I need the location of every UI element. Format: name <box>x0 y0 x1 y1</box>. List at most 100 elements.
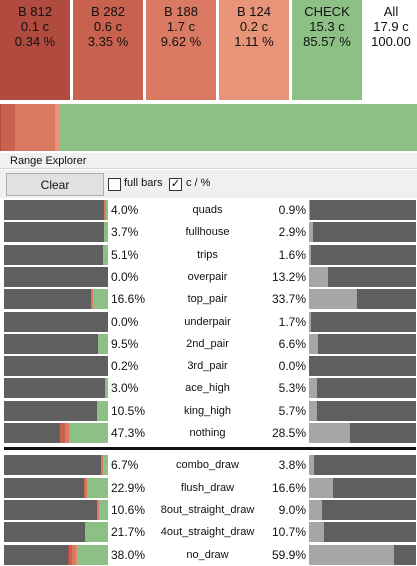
action-tile-b-124[interactable]: B 124 0.2 c 1.11 % <box>219 0 289 100</box>
frequency-bar <box>309 289 416 310</box>
category-label: ace_high <box>185 382 230 395</box>
full-bars-checkbox[interactable] <box>108 178 121 191</box>
range-explorer-rows: 4.0% quads 0.9% 3.7% fullhouse 2.9% 5.1% trips 1… <box>0 199 417 566</box>
frequency-bar-fill <box>309 333 319 354</box>
strategy-bar-segment <box>93 289 108 310</box>
frequency-bar-fill <box>309 522 325 543</box>
range-row-4out-straight-draw[interactable]: 21.7% 4out_straight_draw 10.7% <box>0 521 417 543</box>
range-row-overpair[interactable]: 0.0% overpair 13.2% <box>0 266 417 288</box>
action-label: B 812 <box>18 4 52 19</box>
cpct-checkbox[interactable]: ✓ <box>169 178 182 191</box>
action-label: All <box>383 4 399 19</box>
share-percent: 10.5% <box>111 403 146 418</box>
clear-button[interactable]: Clear <box>6 173 104 196</box>
action-tile-check[interactable]: CHECK 15.3 c 85.57 % <box>292 0 362 100</box>
strategy-bar-segment <box>98 499 100 520</box>
category-label: 2nd_pair <box>186 337 229 350</box>
frequency-bar-fill <box>309 378 317 399</box>
range-explorer-toolbar: Clear full bars ✓ c / % <box>0 170 417 198</box>
action-label: B 188 <box>164 4 198 19</box>
range-explorer-header: Range Explorer <box>0 153 417 169</box>
range-row-flush-draw[interactable]: 22.9% flush_draw 16.6% <box>0 477 417 499</box>
frequency-percent: 5.3% <box>278 381 306 396</box>
range-row-king-high[interactable]: 10.5% king_high 5.7% <box>0 400 417 422</box>
range-row-fullhouse[interactable]: 3.7% fullhouse 2.9% <box>0 221 417 243</box>
range-row-3rd-pair[interactable]: 0.2% 3rd_pair 0.0% <box>0 355 417 377</box>
frequency-bar <box>309 222 416 243</box>
frequency-percent: 9.0% <box>278 502 306 517</box>
category-label: 8out_straight_draw <box>160 503 255 516</box>
strategy-bar <box>4 522 108 543</box>
strategy-bar <box>4 311 108 332</box>
strip-segment-b-812 <box>0 104 2 151</box>
frequency-bar-fill <box>309 400 318 421</box>
strategy-bar <box>4 455 108 476</box>
range-row-trips[interactable]: 5.1% trips 1.6% <box>0 244 417 266</box>
frequency-percent: 59.9% <box>271 547 306 562</box>
strategy-bar-segment <box>104 200 106 220</box>
frequency-bar-fill <box>309 289 358 310</box>
action-combos: 0.2 c <box>239 19 269 34</box>
action-tile-b-188[interactable]: B 188 1.7 c 9.62 % <box>146 0 216 100</box>
strategy-bar <box>4 333 108 354</box>
action-tiles: B 812 0.1 c 0.34 % B 282 0.6 c 3.35 % B 188 1.7… <box>0 0 417 100</box>
strategy-bar-segment <box>103 455 108 476</box>
strategy-bar <box>4 400 108 421</box>
range-row-2nd-pair[interactable]: 9.5% 2nd_pair 6.6% <box>0 333 417 355</box>
range-row-quads[interactable]: 4.0% quads 0.9% <box>0 199 417 221</box>
strategy-bar-segment <box>69 423 108 443</box>
action-pct: 0.34 % <box>14 34 56 49</box>
frequency-bar <box>309 477 416 498</box>
action-tile-all[interactable]: All 17.9 c 100.00 <box>365 0 417 100</box>
action-tile-b-812[interactable]: B 812 0.1 c 0.34 % <box>0 0 70 100</box>
range-row-nothing[interactable]: 47.3% nothing 28.5% <box>0 422 417 444</box>
strategy-bar-segment <box>104 222 108 243</box>
action-label: B 124 <box>237 4 271 19</box>
action-pct: 1.11 % <box>234 34 274 49</box>
range-row-8out-straight-draw[interactable]: 10.6% 8out_straight_draw 9.0% <box>0 499 417 521</box>
frequency-bar-fill <box>309 311 312 332</box>
share-percent: 5.1% <box>111 247 139 262</box>
share-percent: 9.5% <box>111 336 139 351</box>
strategy-bar <box>4 266 108 287</box>
share-percent: 3.0% <box>111 381 139 396</box>
frequency-bar <box>309 244 416 265</box>
frequency-bar-fill <box>309 423 350 443</box>
strategy-bar-segment <box>96 499 99 520</box>
share-percent: 4.0% <box>111 203 139 217</box>
share-percent: 21.7% <box>111 525 146 540</box>
range-row-top-pair[interactable]: 16.6% top_pair 33.7% <box>0 288 417 310</box>
frequency-bar <box>309 455 416 476</box>
share-percent: 16.6% <box>111 292 146 307</box>
strategy-bar-segment <box>85 477 87 498</box>
action-label: B 282 <box>91 4 125 19</box>
frequency-bar <box>309 522 416 543</box>
strategy-bar-segment <box>102 244 104 265</box>
frequency-bar <box>309 400 416 421</box>
range-row-combo-draw[interactable]: 6.7% combo_draw 3.8% <box>0 454 417 476</box>
cpct-label: c / % <box>186 177 211 189</box>
strip-segment-b-188 <box>15 104 56 151</box>
strategy-bar-segment <box>85 522 108 543</box>
strategy-bar-segment <box>103 244 108 265</box>
strategy-bar <box>4 244 108 265</box>
range-row-ace-high[interactable]: 3.0% ace_high 5.3% <box>0 377 417 399</box>
strategy-bar-segment <box>75 544 77 565</box>
frequency-percent: 13.2% <box>271 269 306 284</box>
share-percent: 47.3% <box>111 426 146 440</box>
share-percent: 0.2% <box>111 359 139 374</box>
strategy-bar-segment <box>71 544 76 565</box>
section-divider <box>4 447 416 451</box>
frequency-percent: 16.6% <box>271 480 306 495</box>
frequency-bar <box>309 378 416 399</box>
category-label: nothing <box>189 427 226 439</box>
action-tile-b-282[interactable]: B 282 0.6 c 3.35 % <box>73 0 143 100</box>
range-row-no-draw[interactable]: 38.0% no_draw 59.9% <box>0 544 417 566</box>
frequency-bar <box>309 423 416 443</box>
strategy-bar-segment <box>97 400 108 421</box>
frequency-bar-fill <box>309 544 395 565</box>
range-row-underpair[interactable]: 0.0% underpair 1.7% <box>0 311 417 333</box>
frequency-percent: 6.6% <box>278 336 306 351</box>
frequency-bar <box>309 333 416 354</box>
category-label: no_draw <box>186 548 229 561</box>
